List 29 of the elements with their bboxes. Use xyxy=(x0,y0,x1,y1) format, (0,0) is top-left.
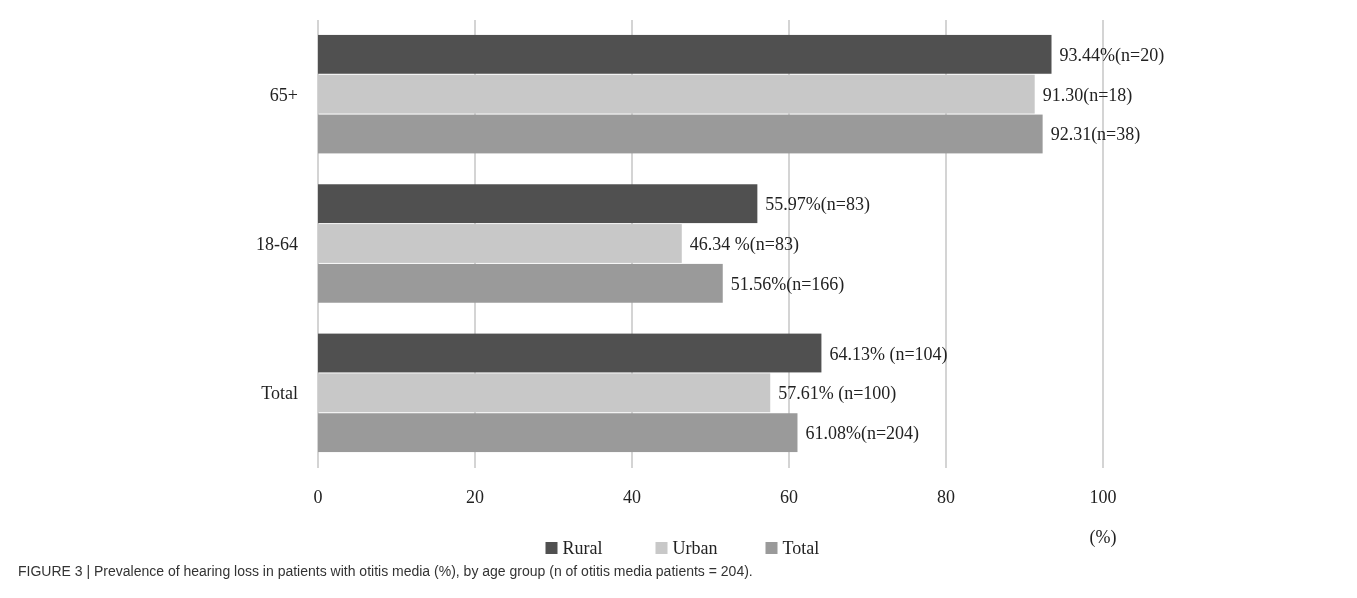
y-tick-label: 18-64 xyxy=(256,234,298,254)
legend-label: Rural xyxy=(562,538,603,558)
x-tick-label: 0 xyxy=(313,487,323,507)
data-label: 51.56%(n=166) xyxy=(730,273,845,295)
y-tick-label: Total xyxy=(261,383,298,404)
bar xyxy=(318,114,1043,154)
legend-label: Urban xyxy=(672,538,718,558)
data-label: 92.31(n=38) xyxy=(1050,124,1141,146)
data-label: 46.34 %(n=83) xyxy=(689,234,799,255)
bar xyxy=(318,34,1052,74)
x-tick-label: 100 xyxy=(1089,487,1117,507)
data-label: 91.30(n=18) xyxy=(1042,84,1133,106)
caption: FIGURE 3 | Prevalence of hearing loss in patients with otitis media (%), by age group (n of otitis media patients = 204). xyxy=(18,563,753,579)
x-tick-label: 20 xyxy=(466,487,484,507)
x-tick-label: 40 xyxy=(623,487,641,507)
bar xyxy=(318,263,723,303)
bar xyxy=(318,413,798,453)
y-tick-label: 65+ xyxy=(269,84,298,105)
bar xyxy=(318,184,758,224)
data-label: 61.08%(n=204) xyxy=(805,423,920,445)
data-label: 57.61% (n=100) xyxy=(778,383,897,405)
data-label: 55.97%(n=83) xyxy=(765,194,871,216)
x-axis-title: (%) xyxy=(1089,527,1117,548)
legend-label: Total xyxy=(782,538,820,558)
data-label: 93.44%(n=20) xyxy=(1059,44,1165,66)
data-label: 64.13% (n=104) xyxy=(829,343,948,365)
x-tick-label: 80 xyxy=(937,487,955,507)
bar xyxy=(318,333,822,373)
x-tick-label: 60 xyxy=(780,487,798,507)
